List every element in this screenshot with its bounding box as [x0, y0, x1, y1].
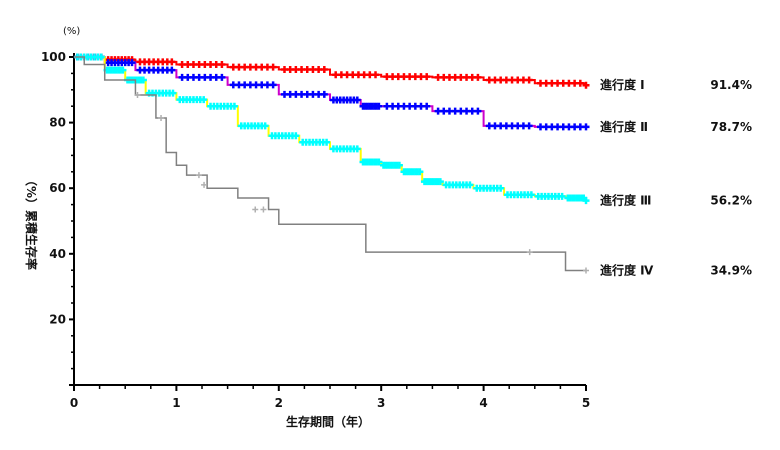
censor-marker: [320, 65, 328, 73]
censor-marker: [158, 115, 165, 122]
censor-marker: [583, 267, 589, 274]
censor-marker: [474, 107, 482, 115]
censor-marker: [582, 81, 590, 89]
series-line: [74, 56, 587, 201]
y-tick-label: 60: [49, 181, 66, 195]
stage-label: 進行度 Ⅳ: [600, 263, 654, 278]
y-tick-label: 80: [49, 116, 66, 130]
censor-marker: [200, 96, 208, 104]
censor-marker: [436, 178, 444, 186]
censor-marker: [134, 92, 141, 99]
censor-marker: [320, 90, 328, 98]
survival-rate-label: 78.7%: [710, 120, 752, 134]
censor-marker: [139, 76, 147, 84]
censor-marker: [195, 172, 202, 179]
censor-marker: [525, 76, 533, 84]
censor-marker: [252, 206, 259, 213]
censor-marker: [466, 181, 474, 189]
survival-rate-label: 91.4%: [710, 78, 752, 92]
censor-marker: [169, 89, 177, 97]
censor-marker: [416, 168, 424, 176]
stage-label: 進行度 Ⅲ: [600, 193, 652, 208]
axes: [69, 53, 587, 391]
censor-marker: [582, 123, 590, 131]
censor-marker: [423, 102, 431, 110]
censor-marker: [218, 73, 226, 81]
censor-marker: [527, 191, 535, 199]
censor-marker: [269, 63, 277, 71]
censor-marker: [497, 184, 505, 192]
series-line: [74, 56, 586, 128]
y-tick-label: 100: [41, 50, 66, 64]
censor-marker: [525, 122, 533, 130]
censor-marker: [323, 138, 331, 146]
series-labels: 進行度 Ⅰ 91.4% 進行度 Ⅱ 78.7% 進行度 Ⅲ 56.2% 進行度 Ⅳ 34.9%: [600, 77, 752, 277]
y-unit-label: (%): [63, 26, 80, 37]
censor-marker: [372, 71, 380, 79]
x-tick-label: 4: [479, 396, 487, 410]
x-axis-title: 生存期間（年）: [286, 414, 370, 429]
stage-label: 進行度 Ⅱ: [600, 119, 648, 134]
censor-marker: [582, 197, 590, 205]
x-tick-label: 0: [70, 396, 78, 410]
tick-labels: 20 40 60 80 100 0 1 2 3 4 5: [41, 50, 590, 410]
series-1: [73, 53, 590, 89]
censor-marker: [201, 181, 208, 188]
survival-rate-label: 34.9%: [710, 264, 752, 278]
censor-marker: [576, 79, 584, 87]
y-tick-label: 20: [49, 312, 66, 326]
censor-marker: [97, 53, 105, 61]
censor-marker: [375, 158, 383, 166]
censor-marker: [128, 59, 136, 67]
censor-marker: [119, 66, 127, 74]
censor-marker: [353, 145, 361, 153]
censor-marker: [395, 161, 403, 169]
censor-marker: [168, 58, 176, 66]
series-layer: [73, 53, 590, 274]
censor-marker: [353, 96, 361, 104]
y-axis-title: （%）累積生存率: [24, 174, 39, 270]
censor-marker: [168, 66, 176, 74]
x-tick-label: 1: [172, 396, 180, 410]
series-4: [74, 56, 589, 274]
censor-marker: [423, 73, 431, 81]
x-tick-label: 5: [582, 396, 590, 410]
x-tick-label: 3: [377, 396, 385, 410]
censor-marker: [218, 61, 226, 69]
censor-marker: [230, 102, 238, 110]
y-tick-label: 40: [49, 247, 66, 261]
stage-label: 進行度 Ⅰ: [600, 77, 645, 92]
censor-marker: [261, 122, 269, 130]
censor-marker: [260, 206, 267, 213]
censor-marker: [526, 249, 533, 256]
censor-marker: [292, 132, 300, 140]
x-tick-label: 2: [275, 396, 283, 410]
censor-marker: [558, 192, 566, 200]
censor-marker: [269, 81, 277, 89]
censor-marker: [375, 102, 383, 110]
series-2: [73, 53, 590, 131]
censor-marker: [474, 73, 482, 81]
survival-rate-label: 56.2%: [710, 194, 752, 208]
series-line: [74, 56, 586, 272]
